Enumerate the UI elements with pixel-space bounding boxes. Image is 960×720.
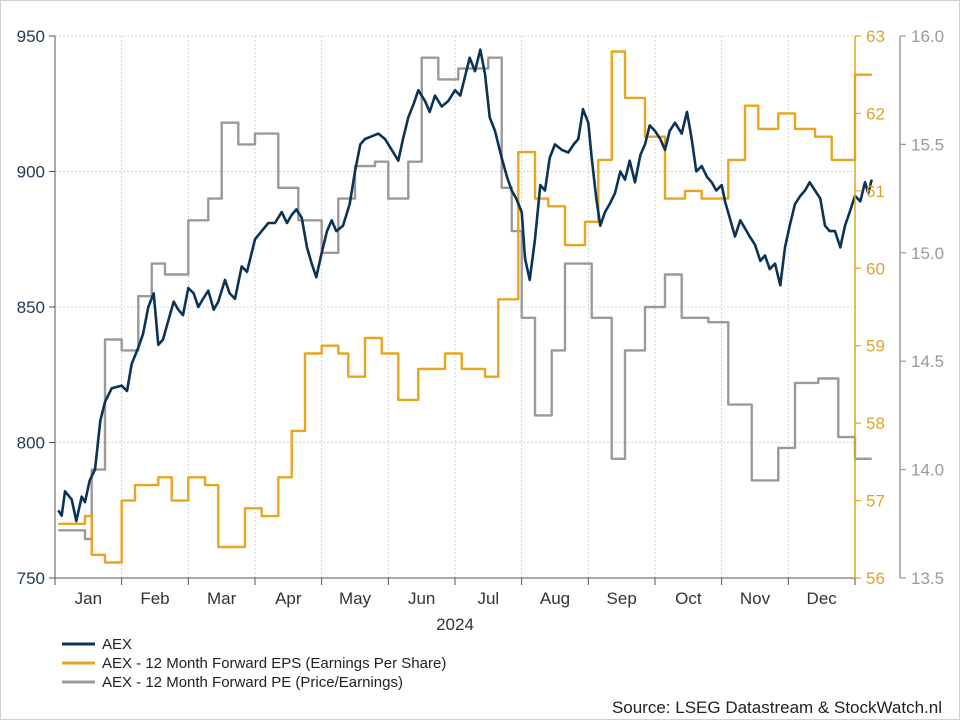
x-axis-tick-label: Feb [140,589,169,608]
right-axis-tick-label: 15.0 [911,244,944,263]
x-axis-tick-label: Jun [408,589,435,608]
right-axis-tick-label: 13.5 [911,569,944,588]
x-axis-tick-label: Aug [540,589,570,608]
left-axis-tick-label: 950 [17,27,45,46]
middle-axis-tick-label: 63 [866,27,885,46]
x-axis-tick-label: Mar [207,589,237,608]
right-axis-tick-label: 14.0 [911,461,944,480]
series-layer [57,48,873,564]
left-axis-tick-label: 900 [17,163,45,182]
middle-axis-tick-label: 56 [866,569,885,588]
left-axis-tick-label: 850 [17,298,45,317]
x-axis-tick-label: May [339,589,372,608]
series-line-0 [57,48,873,523]
middle-axis-tick-label: 62 [866,104,885,123]
x-axis-label: 2024 [436,615,474,634]
grid [54,35,856,579]
x-axis-tick-label: Nov [740,589,771,608]
middle-axis-tick-label: 58 [866,414,885,433]
right-axis-tick-label: 16.0 [911,27,944,46]
middle-axis-tick-label: 59 [866,337,885,356]
x-axis-tick-label: Sep [607,589,637,608]
right-axis-tick-label: 14.5 [911,352,944,371]
left-axis-tick-label: 800 [17,434,45,453]
middle-axis-tick-label: 60 [866,259,885,278]
legend: AEX AEX - 12 Month Forward EPS (Earnings … [62,636,446,691]
right-axis-tick-label: 15.5 [911,135,944,154]
legend-label: AEX - 12 Month Forward PE (Price/Earning… [102,674,403,691]
axes: 750 800 850 900 950 56 57 58 59 60 61 62 63 13.5 14.0 1… [17,27,944,608]
x-axis-tick-label: Apr [275,589,302,608]
x-axis-tick-label: Oct [675,589,702,608]
middle-axis-tick-label: 61 [866,182,885,201]
series-line-1 [58,50,872,564]
middle-axis-tick-label: 57 [866,492,885,511]
left-axis-tick-label: 750 [17,569,45,588]
legend-label: AEX [102,636,132,653]
source-note: Source: LSEG Datastream & StockWatch.nl [612,698,942,717]
x-axis-tick-label: Jul [477,589,499,608]
legend-label: AEX - 12 Month Forward EPS (Earnings Per… [102,655,446,672]
x-axis-tick-label: Jan [75,589,102,608]
x-axis-tick-label: Dec [807,589,838,608]
series-line-2 [58,56,872,541]
